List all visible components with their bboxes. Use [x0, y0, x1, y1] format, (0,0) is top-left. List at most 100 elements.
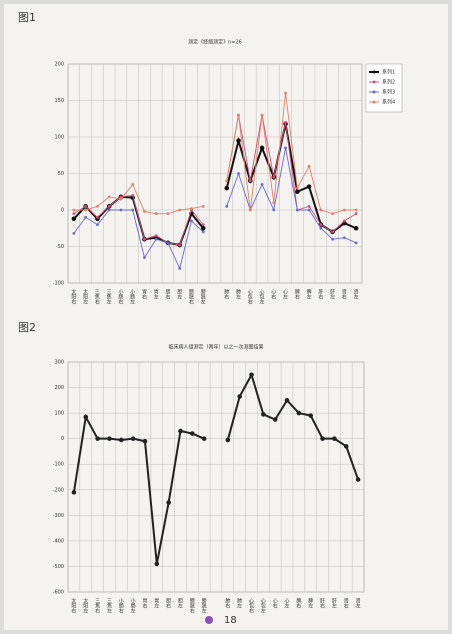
legend-marker — [372, 80, 376, 84]
x-tick-label: 心包左 — [259, 288, 265, 304]
x-tick-label: 心右 — [270, 288, 276, 300]
point — [307, 164, 311, 168]
x-tick-label: 膀胱右 — [188, 288, 194, 305]
point — [307, 208, 311, 212]
x-tick-label: 肾右 — [341, 288, 347, 300]
x-tick-label: 胃左 — [153, 598, 159, 608]
x-tick-label: 小肠左 — [130, 597, 136, 613]
legend-label: 系列1 — [382, 69, 395, 76]
x-tick-label: 胆左 — [176, 289, 182, 299]
y-tick-label: 0 — [61, 436, 64, 442]
x-tick-label: 太阳左 — [82, 597, 88, 613]
figure-label: 图2 — [18, 321, 36, 334]
point — [260, 183, 264, 186]
x-tick-label: 肝右 — [317, 289, 323, 300]
point — [107, 195, 111, 199]
point — [119, 197, 123, 201]
y-tick-label: 200 — [54, 385, 64, 391]
x-tick-label: 肺左 — [236, 598, 242, 608]
legend-marker — [372, 100, 376, 104]
x-tick-label: 心包右 — [248, 597, 254, 614]
x-tick-label: 心包左 — [260, 597, 266, 613]
x-tick-label: 心右 — [272, 597, 278, 609]
point — [96, 223, 99, 227]
point — [284, 146, 287, 150]
point — [355, 477, 361, 482]
point — [154, 561, 160, 567]
point — [261, 412, 266, 417]
point — [84, 215, 88, 219]
point — [260, 113, 264, 117]
point — [72, 212, 76, 216]
y-tick-label: -100 — [53, 281, 64, 287]
point — [237, 172, 240, 175]
point — [248, 179, 252, 183]
x-tick-label: 心包右 — [247, 288, 253, 305]
point — [119, 208, 123, 212]
x-tick-label: 脾右 — [295, 597, 301, 609]
point — [342, 219, 346, 223]
page-number: 18 — [224, 615, 237, 626]
point — [142, 438, 148, 444]
x-tick-label: 肾右 — [343, 597, 349, 609]
x-tick-label: 脾左 — [306, 288, 312, 299]
x-tick-label: 三焦左 — [106, 289, 112, 304]
x-tick-label: 三焦左 — [106, 598, 112, 613]
point — [178, 428, 183, 434]
x-tick-label: 胆右 — [165, 598, 171, 609]
x-tick-label: 脾左 — [307, 597, 313, 608]
point — [248, 208, 252, 212]
x-tick-label: 心左 — [284, 597, 290, 608]
point — [331, 212, 334, 216]
y-tick-label: -500 — [53, 564, 64, 570]
x-tick-label: 太阳右 — [70, 288, 76, 305]
x-tick-label: 脾右 — [294, 288, 300, 300]
point — [154, 212, 158, 216]
point — [225, 179, 229, 183]
point — [95, 436, 100, 441]
point — [84, 208, 88, 212]
point — [84, 204, 88, 208]
y-tick-label: 50 — [58, 171, 64, 177]
point — [306, 184, 312, 189]
point — [225, 204, 229, 208]
legend-marker — [372, 90, 376, 94]
point — [237, 394, 242, 399]
point — [190, 431, 195, 436]
point — [295, 189, 300, 195]
point — [201, 223, 205, 227]
point — [332, 436, 337, 441]
point — [224, 185, 230, 191]
point — [284, 121, 287, 124]
stamp — [205, 616, 213, 624]
chart-title: 测定《经络测定》n=26 — [188, 39, 242, 46]
point — [200, 225, 206, 231]
point — [107, 436, 112, 441]
point — [319, 208, 323, 212]
point — [319, 223, 323, 227]
y-tick-label: -400 — [53, 538, 64, 544]
point — [201, 230, 205, 234]
point — [72, 231, 76, 235]
x-tick-label: 肾左 — [353, 288, 359, 299]
point — [178, 243, 182, 247]
x-tick-label: 三焦右 — [94, 289, 100, 305]
x-tick-label: 胃右 — [141, 598, 147, 609]
point — [272, 208, 276, 212]
x-tick-label: 小肠右 — [118, 597, 124, 614]
point — [319, 226, 323, 230]
point — [331, 230, 334, 234]
point — [308, 413, 314, 418]
point — [131, 208, 135, 212]
point — [107, 204, 111, 208]
point — [96, 215, 99, 219]
x-tick-label: 膀胱左 — [201, 597, 207, 613]
point — [272, 175, 276, 179]
point — [342, 236, 346, 240]
point — [118, 437, 124, 443]
x-tick-label: 太阳右 — [70, 597, 76, 614]
figure-label: 图1 — [18, 11, 36, 24]
x-tick-label: 肝左 — [329, 289, 335, 299]
legend-label: 系列4 — [382, 99, 395, 106]
point — [320, 436, 325, 441]
